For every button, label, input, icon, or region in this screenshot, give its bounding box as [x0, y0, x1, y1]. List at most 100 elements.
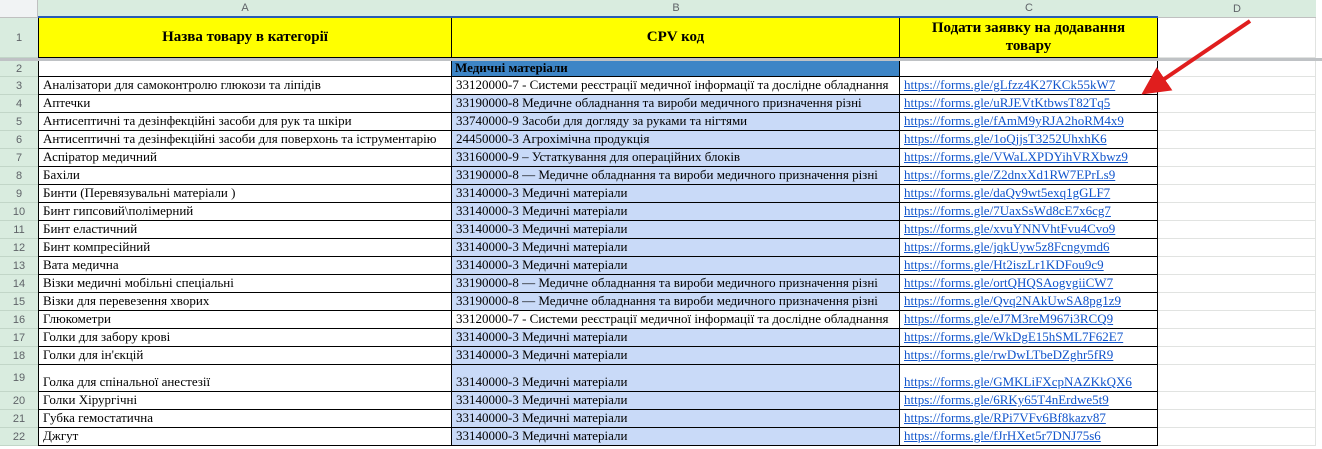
form-link-cell[interactable]: https://forms.gle/uRJEVtKtbwsT82Tq5: [900, 95, 1158, 113]
form-link[interactable]: https://forms.gle/1oQjjsT3252UhxhK6: [904, 131, 1107, 146]
row-number[interactable]: 1: [0, 18, 38, 58]
form-link[interactable]: https://forms.gle/ortQHQSAogvgiiCW7: [904, 275, 1114, 290]
row-number[interactable]: 17: [0, 329, 38, 347]
empty-d-cell[interactable]: [1158, 275, 1316, 293]
empty-d-cell[interactable]: [1158, 77, 1316, 95]
form-link[interactable]: https://forms.gle/uRJEVtKtbwsT82Tq5: [904, 95, 1111, 110]
empty-d-cell[interactable]: [1158, 95, 1316, 113]
row-number[interactable]: 14: [0, 275, 38, 293]
empty-d-cell[interactable]: [1158, 221, 1316, 239]
form-link[interactable]: https://forms.gle/GMKLiFXcpNAZKkQX6: [904, 374, 1132, 389]
cell-d2[interactable]: [1158, 61, 1316, 77]
row-number[interactable]: 18: [0, 347, 38, 365]
cpv-code-cell[interactable]: 33140000-3 Медичні матеріали: [452, 239, 900, 257]
cpv-code-cell[interactable]: 33140000-3 Медичні матеріали: [452, 410, 900, 428]
row-number[interactable]: 6: [0, 131, 38, 149]
form-link[interactable]: https://forms.gle/VWaLXPDYihVRXbwz9: [904, 149, 1128, 164]
row-number[interactable]: 10: [0, 203, 38, 221]
form-link-cell[interactable]: https://forms.gle/eJ7M3reM967i3RCQ9: [900, 311, 1158, 329]
cpv-code-cell[interactable]: 33140000-3 Медичні матеріали: [452, 329, 900, 347]
header-cpv-code[interactable]: CPV код: [452, 18, 900, 58]
product-name-cell[interactable]: Бинт компресійний: [38, 239, 452, 257]
product-name-cell[interactable]: Антисептичні та дезінфекційні засоби для…: [38, 113, 452, 131]
row-number[interactable]: 11: [0, 221, 38, 239]
category-cell[interactable]: Медичні матеріали: [452, 61, 900, 77]
empty-d-cell[interactable]: [1158, 428, 1316, 446]
cpv-code-cell[interactable]: 33140000-3 Медичні матеріали: [452, 365, 900, 392]
cpv-code-cell[interactable]: 33140000-3 Медичні матеріали: [452, 185, 900, 203]
row-number[interactable]: 4: [0, 95, 38, 113]
form-link-cell[interactable]: https://forms.gle/xvuYNNVhtFvu4Cvo9: [900, 221, 1158, 239]
row-number[interactable]: 9: [0, 185, 38, 203]
product-name-cell[interactable]: Джгут: [38, 428, 452, 446]
empty-d-cell[interactable]: [1158, 365, 1316, 392]
row-number[interactable]: 7: [0, 149, 38, 167]
row-number[interactable]: 19: [0, 365, 38, 392]
row-number[interactable]: 8: [0, 167, 38, 185]
cpv-code-cell[interactable]: 33120000-7 - Системи реєстрації медичної…: [452, 311, 900, 329]
empty-d-cell[interactable]: [1158, 329, 1316, 347]
form-link[interactable]: https://forms.gle/6RKy65T4nErdwe5t9: [904, 392, 1109, 407]
product-name-cell[interactable]: Губка гемостатична: [38, 410, 452, 428]
empty-d-cell[interactable]: [1158, 239, 1316, 257]
product-name-cell[interactable]: Голки для забору крові: [38, 329, 452, 347]
header-product-name[interactable]: Назва товару в категорії: [38, 18, 452, 58]
form-link-cell[interactable]: https://forms.gle/daQv9wt5exq1gGLF7: [900, 185, 1158, 203]
cpv-code-cell[interactable]: 33190000-8 — Медичне обладнання та вироб…: [452, 167, 900, 185]
form-link[interactable]: https://forms.gle/fAmM9yRJA2hoRM4x9: [904, 113, 1124, 128]
row-number[interactable]: 16: [0, 311, 38, 329]
cpv-code-cell[interactable]: 33190000-8 — Медичне обладнання та вироб…: [452, 293, 900, 311]
form-link[interactable]: https://forms.gle/daQv9wt5exq1gGLF7: [904, 185, 1111, 200]
empty-d-cell[interactable]: [1158, 149, 1316, 167]
cpv-code-cell[interactable]: 33140000-3 Медичні матеріали: [452, 221, 900, 239]
row-number[interactable]: 3: [0, 77, 38, 95]
empty-d-cell[interactable]: [1158, 347, 1316, 365]
cpv-code-cell[interactable]: 33140000-3 Медичні матеріали: [452, 428, 900, 446]
empty-d-cell[interactable]: [1158, 131, 1316, 149]
form-link-cell[interactable]: https://forms.gle/ortQHQSAogvgiiCW7: [900, 275, 1158, 293]
cell-d1[interactable]: [1158, 18, 1316, 58]
product-name-cell[interactable]: Аспіратор медичний: [38, 149, 452, 167]
product-name-cell[interactable]: Голки для ін'єкцій: [38, 347, 452, 365]
form-link-cell[interactable]: https://forms.gle/fJrHXet5r7DNJ75s6: [900, 428, 1158, 446]
cpv-code-cell[interactable]: 33160000-9 – Устаткування для операційни…: [452, 149, 900, 167]
column-header-c[interactable]: C: [900, 0, 1158, 18]
empty-d-cell[interactable]: [1158, 392, 1316, 410]
row-number[interactable]: 12: [0, 239, 38, 257]
product-name-cell[interactable]: Бинти (Перевязувальні матеріали ): [38, 185, 452, 203]
form-link-cell[interactable]: https://forms.gle/Qvq2NAkUwSA8pg1z9: [900, 293, 1158, 311]
cpv-code-cell[interactable]: 33190000-8 — Медичне обладнання та вироб…: [452, 275, 900, 293]
column-header-a[interactable]: A: [38, 0, 452, 18]
cpv-code-cell[interactable]: 33140000-3 Медичні матеріали: [452, 392, 900, 410]
form-link-cell[interactable]: https://forms.gle/fAmM9yRJA2hoRM4x9: [900, 113, 1158, 131]
form-link[interactable]: https://forms.gle/gLfzz4K27KCk55kW7: [904, 77, 1116, 92]
form-link[interactable]: https://forms.gle/fJrHXet5r7DNJ75s6: [904, 428, 1101, 443]
column-header-b[interactable]: B: [452, 0, 900, 18]
form-link[interactable]: https://forms.gle/Ht2iszLr1KDFou9c9: [904, 257, 1104, 272]
form-link-cell[interactable]: https://forms.gle/Z2dnxXd1RW7EPrLs9: [900, 167, 1158, 185]
cell-c2[interactable]: [900, 61, 1158, 77]
row-number[interactable]: 15: [0, 293, 38, 311]
form-link[interactable]: https://forms.gle/7UaxSsWd8cE7x6cg7: [904, 203, 1111, 218]
form-link-cell[interactable]: https://forms.gle/GMKLiFXcpNAZKkQX6: [900, 365, 1158, 392]
product-name-cell[interactable]: Бинт гипсовий\полімерний: [38, 203, 452, 221]
cell-a2[interactable]: [38, 61, 452, 77]
row-number[interactable]: 13: [0, 257, 38, 275]
form-link-cell[interactable]: https://forms.gle/1oQjjsT3252UhxhK6: [900, 131, 1158, 149]
form-link-cell[interactable]: https://forms.gle/jqkUyw5z8Fcngymd6: [900, 239, 1158, 257]
empty-d-cell[interactable]: [1158, 185, 1316, 203]
product-name-cell[interactable]: Голка для спінальної анестезії: [38, 365, 452, 392]
cpv-code-cell[interactable]: 33190000-8 Медичне обладнання та вироби …: [452, 95, 900, 113]
empty-d-cell[interactable]: [1158, 311, 1316, 329]
form-link-cell[interactable]: https://forms.gle/RPi7VFv6Bf8kazv87: [900, 410, 1158, 428]
form-link[interactable]: https://forms.gle/jqkUyw5z8Fcngymd6: [904, 239, 1110, 254]
row-number[interactable]: 21: [0, 410, 38, 428]
form-link-cell[interactable]: https://forms.gle/gLfzz4K27KCk55kW7: [900, 77, 1158, 95]
product-name-cell[interactable]: Вата медична: [38, 257, 452, 275]
cpv-code-cell[interactable]: 33140000-3 Медичні матеріали: [452, 347, 900, 365]
select-all-corner[interactable]: [0, 0, 38, 18]
product-name-cell[interactable]: Візки медичні мобільні спеціальні: [38, 275, 452, 293]
product-name-cell[interactable]: Візки для перевезення хворих: [38, 293, 452, 311]
cpv-code-cell[interactable]: 24450000-3 Агрохімічна продукція: [452, 131, 900, 149]
empty-d-cell[interactable]: [1158, 293, 1316, 311]
